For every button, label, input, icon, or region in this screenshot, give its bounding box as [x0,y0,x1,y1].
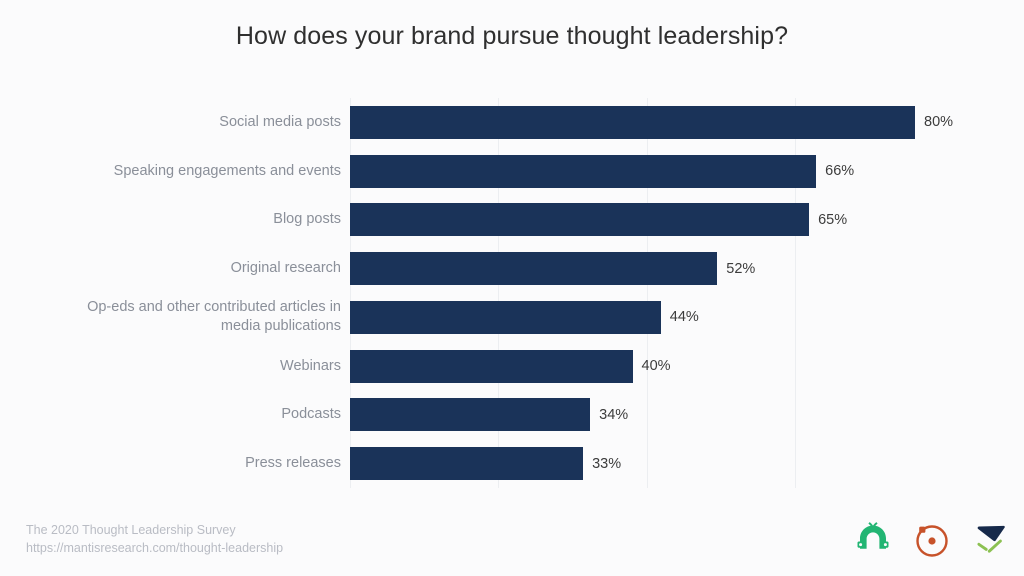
bar-value-label: 80% [924,114,954,131]
bar[interactable] [350,252,718,286]
category-label: Podcasts [281,406,341,423]
category-label: Press releases [245,455,341,472]
bar-row[interactable]: 34% [350,398,1010,432]
source-footnote: The 2020 Thought Leadership Survey https… [26,523,284,555]
category-axis-labels: Social media posts Speaking engagements a… [0,98,341,488]
bar-row[interactable]: 80% [350,105,1010,139]
category-label: Original research [230,260,341,277]
bar-value-label: 40% [641,358,671,375]
bar-value-label: 33% [592,455,622,472]
bar-row[interactable]: 66% [350,154,1010,188]
orbit-circle-logo [916,525,948,557]
bar-value-label: 34% [599,406,629,423]
bar[interactable] [350,154,817,188]
category-label: Social media posts [219,113,341,130]
navy-check-logo [977,525,1005,553]
bar-row[interactable]: 65% [350,203,1010,237]
chart-title: How does your brand pursue thought leade… [235,22,789,50]
logo-strip [850,512,1012,568]
bar[interactable] [350,349,633,383]
bar[interactable] [350,398,591,432]
bar-row[interactable]: 44% [350,300,1010,334]
bar-value-label: 65% [818,211,848,228]
bar-row[interactable]: 40% [350,349,1010,383]
bar[interactable] [350,447,584,481]
bar[interactable] [350,300,661,334]
bar[interactable] [350,203,810,237]
bar[interactable] [350,105,915,139]
bar-value-label: 66% [825,163,855,180]
bar-row[interactable]: 33% [350,447,1010,481]
mantis-research-logo [857,522,889,549]
bar-rows: 80% 66% 65% 52% 44% 40% 34% 33% [350,98,1010,488]
category-label: Blog posts [273,211,341,228]
bar-row[interactable]: 52% [350,252,1010,286]
category-label: Webinars [280,357,341,374]
category-label: Speaking engagements and events [113,162,341,179]
plot-area: 80% 66% 65% 52% 44% 40% 34% 33% [350,98,1010,488]
category-label: Op-eds and other contributed articles in… [87,299,341,335]
bar-value-label: 44% [669,309,699,326]
bar-value-label: 52% [726,260,756,277]
